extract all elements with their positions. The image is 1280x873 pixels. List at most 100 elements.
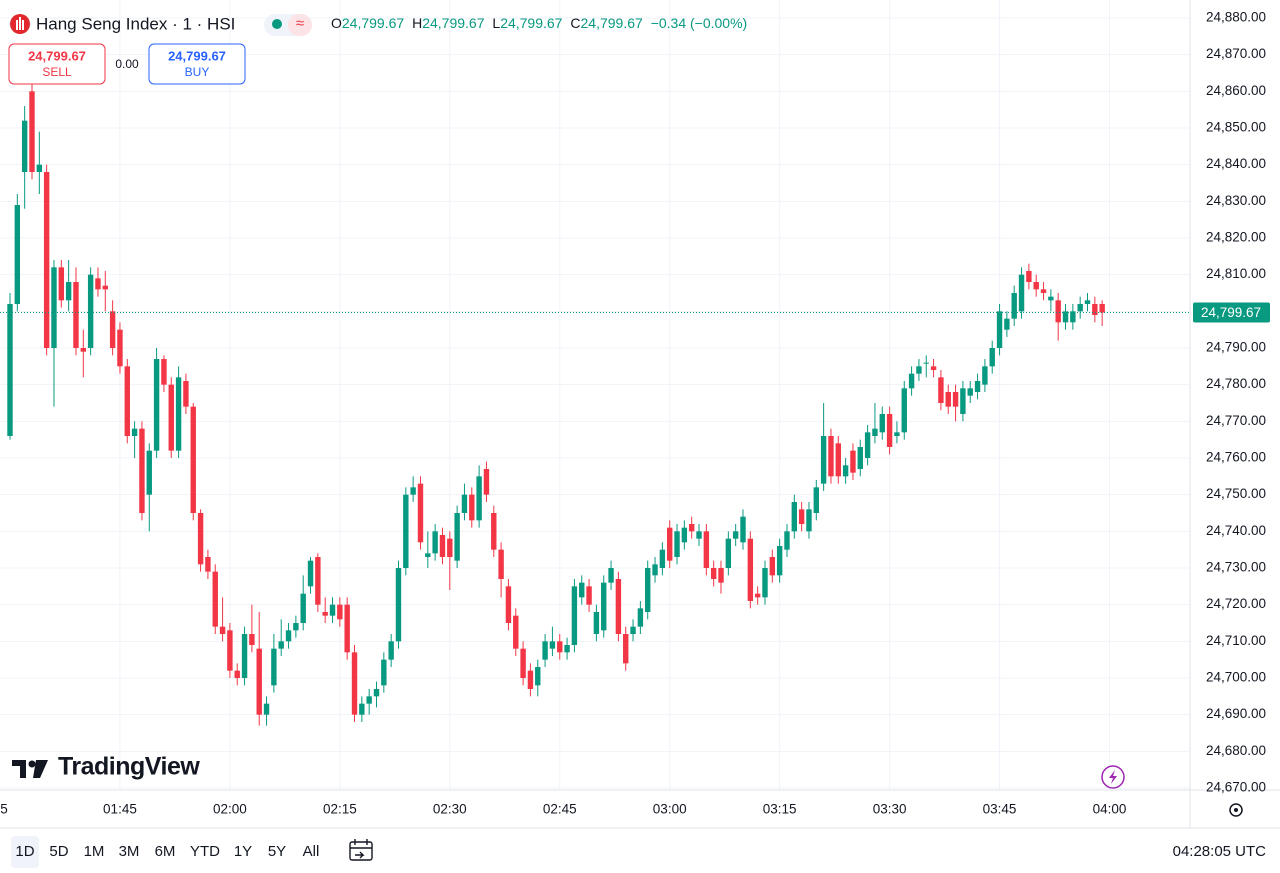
range-button[interactable]: 5D — [49, 843, 68, 860]
candle-body — [696, 531, 702, 539]
candle-body — [300, 593, 306, 623]
candle-body — [271, 648, 277, 686]
calendar-icon[interactable] — [349, 841, 373, 861]
candle-body — [329, 604, 336, 616]
candle-body — [586, 586, 592, 605]
buy-label[interactable]: BUY — [185, 65, 210, 79]
candle-body — [1018, 274, 1025, 312]
candle-body — [1026, 271, 1032, 282]
candle-body — [681, 527, 688, 543]
candle-body — [285, 630, 292, 642]
candle-body — [1062, 311, 1069, 323]
candle-body — [623, 634, 629, 664]
chart-title: Hang Seng Index · 1 · HSI — [36, 14, 235, 33]
candle-body — [483, 469, 490, 495]
candle-body — [1033, 282, 1039, 290]
range-button[interactable]: 1Y — [234, 843, 252, 860]
candle-body — [80, 348, 86, 352]
range-active-bg[interactable] — [11, 836, 39, 868]
legend-value: 24,799.67 — [581, 15, 643, 31]
candle-body — [256, 648, 262, 715]
candle-body — [1048, 296, 1054, 301]
candle-body — [7, 304, 13, 436]
candle-body — [1055, 300, 1061, 323]
candle-body — [417, 483, 424, 543]
candle-body — [403, 494, 409, 568]
candle-body — [923, 362, 929, 364]
candle-body — [1011, 293, 1017, 319]
candle-body — [740, 516, 746, 543]
candle-body — [161, 359, 167, 385]
candle-body — [908, 373, 915, 389]
candle-body — [652, 564, 658, 576]
candle-body — [982, 366, 988, 385]
candle-body — [571, 586, 578, 645]
buy-price[interactable]: 24,799.67 — [168, 48, 226, 63]
candle-body — [864, 432, 871, 458]
candle-body — [227, 630, 233, 671]
candle-body — [879, 414, 885, 433]
y-tick-label: 24,790.00 — [1206, 340, 1266, 355]
range-button[interactable]: YTD — [190, 843, 220, 860]
candle-body — [960, 388, 966, 414]
candle-body — [725, 538, 732, 568]
y-tick-label: 24,760.00 — [1206, 450, 1266, 465]
candle-body — [124, 366, 130, 436]
range-button[interactable]: All — [303, 843, 320, 860]
x-tick-label: 02:30 — [433, 802, 467, 817]
candle-body — [513, 615, 519, 649]
x-tick-label: 03:45 — [983, 802, 1017, 817]
candle-body — [784, 531, 790, 550]
candle-body — [65, 282, 72, 301]
candle-body — [373, 689, 380, 697]
sell-button[interactable]: 24,799.67 SELL — [8, 43, 106, 85]
candle-body — [432, 531, 438, 554]
range-button[interactable]: 3M — [119, 843, 140, 860]
candle-body — [241, 634, 248, 678]
market-open-dot — [272, 19, 282, 29]
y-tick-label: 24,850.00 — [1206, 120, 1266, 135]
candle-body — [139, 428, 145, 513]
x-tick-label: 04:00 — [1093, 802, 1127, 817]
range-button[interactable]: 1M — [84, 843, 105, 860]
candle-body — [754, 593, 761, 598]
candle-body — [667, 527, 673, 561]
alert-glyph — [1109, 770, 1117, 784]
candle-body — [1077, 304, 1083, 312]
range-button[interactable]: 1D — [15, 843, 34, 860]
range-button[interactable]: 5Y — [268, 843, 286, 860]
sell-price[interactable]: 24,799.67 — [28, 48, 86, 63]
candle-body — [798, 509, 805, 524]
candle-body — [14, 205, 21, 304]
sell-label[interactable]: SELL — [42, 65, 72, 79]
candle-body — [131, 428, 138, 436]
y-tick-label: 24,770.00 — [1206, 413, 1266, 428]
buy-button[interactable]: 24,799.67 BUY — [148, 43, 246, 85]
candle-body — [842, 465, 849, 477]
candle-body — [579, 582, 585, 598]
date-range-button[interactable] — [349, 839, 373, 861]
candle-body — [58, 267, 65, 301]
brand-logo-dot — [28, 760, 36, 768]
candle-body — [249, 634, 255, 645]
legend-change: −0.34 (−0.00%) — [651, 15, 748, 31]
candle-body — [791, 502, 798, 532]
y-tick-label: 24,700.00 — [1206, 670, 1266, 685]
candle-body — [1004, 318, 1010, 330]
candle-body — [153, 359, 160, 451]
buy-box[interactable] — [148, 43, 246, 85]
candle-body — [952, 392, 959, 407]
candle-body — [776, 546, 783, 576]
candle-body — [168, 384, 174, 451]
legend-key: H — [412, 15, 422, 31]
sell-box[interactable] — [8, 43, 106, 85]
candle-body — [710, 568, 717, 579]
candle-body — [930, 366, 937, 370]
delay-pill — [288, 14, 312, 36]
settings-icon[interactable] — [1229, 803, 1243, 817]
candle-body — [293, 623, 299, 631]
settings-icon-center — [1234, 808, 1238, 812]
x-tick-label: 02:00 — [213, 802, 247, 817]
range-button[interactable]: 6M — [155, 843, 176, 860]
x-tick-label: 03:15 — [763, 802, 797, 817]
